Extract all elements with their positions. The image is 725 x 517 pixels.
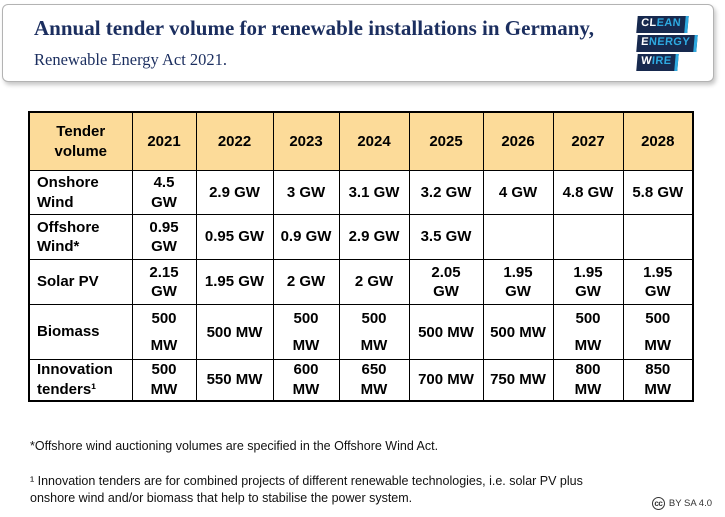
value-cell: 600 MW — [272, 359, 340, 401]
footnote-innovation: ¹ Innovation tenders are for combined pr… — [30, 473, 583, 505]
value-cell: 4.8 GW — [552, 170, 624, 215]
footnote-offshore: *Offshore wind auctioning volumes are sp… — [30, 439, 439, 454]
page-title: Annual tender volume for renewable insta… — [34, 14, 634, 74]
value-cell: 850 MW — [622, 359, 694, 401]
column-header-2021: 2021 — [131, 111, 197, 171]
value-cell: 650 MW — [338, 359, 410, 401]
value-cell: 700 MW — [408, 359, 484, 401]
value-cell: 2 GW — [338, 259, 410, 305]
column-header-2028: 2028 — [622, 111, 694, 171]
value-cell: 0.95 GW — [131, 214, 197, 260]
value-cell: 750 MW — [482, 359, 554, 401]
value-cell: 500 MW — [408, 304, 484, 360]
value-cell: 0.9 GW — [272, 214, 340, 260]
value-cell: 3 GW — [272, 170, 340, 215]
logo-text-accent: NERGY — [648, 35, 691, 48]
footnotes: *Offshore wind auctioning volumes are sp… — [30, 421, 680, 517]
table-row: Solar PV 2.15 GW 1.95 GW 2 GW 2 GW 2.05 GW 1.9… — [28, 259, 694, 305]
value-cell: 1.95 GW — [552, 259, 624, 305]
row-label: Onshore Wind — [28, 170, 133, 215]
value-cell: 2.9 GW — [195, 170, 274, 215]
value-cell: 2 GW — [272, 259, 340, 305]
value-cell: 2.05 GW — [408, 259, 484, 305]
logo-line-wire: WIRE — [636, 53, 680, 71]
value-cell: 4.5 GW — [131, 170, 197, 215]
creative-commons-icon: cc — [651, 497, 665, 510]
header-card: Annual tender volume for renewable insta… — [2, 4, 714, 82]
value-cell: 500 MW — [272, 304, 340, 360]
table-row: Biomass 500 MW 500 MW 500 MW 500 MW 500 MW 500… — [28, 304, 694, 360]
value-cell: 5.8 GW — [622, 170, 694, 215]
column-header-2025: 2025 — [408, 111, 484, 171]
value-cell: 500 MW — [338, 304, 410, 360]
title-subtitle: Renewable Energy Act 2021. — [34, 49, 228, 69]
value-cell: 3.2 GW — [408, 170, 484, 215]
value-cell: 800 MW — [552, 359, 624, 401]
logo-text-accent: EAN — [656, 17, 682, 29]
logo-text-accent: IRE — [651, 54, 673, 67]
value-cell: 500 MW — [552, 304, 624, 360]
table-row: Onshore Wind 4.5 GW 2.9 GW 3 GW 3.1 GW 3.2 GW… — [28, 170, 694, 215]
value-cell: 2.15 GW — [131, 259, 197, 305]
value-cell: 1.95 GW — [622, 259, 694, 305]
value-cell — [552, 214, 624, 260]
value-cell — [622, 214, 694, 260]
title-main: Annual tender volume for renewable insta… — [34, 16, 595, 40]
value-cell: 0.95 GW — [195, 214, 274, 260]
value-cell: 500 MW — [482, 304, 554, 360]
license-badge: cc BY SA 4.0 — [651, 497, 712, 510]
column-header-2027: 2027 — [552, 111, 624, 171]
row-label: Solar PV — [28, 259, 133, 305]
value-cell: 3.5 GW — [408, 214, 484, 260]
value-cell: 1.95 GW — [482, 259, 554, 305]
clean-energy-wire-logo: CLEAN ENERGY WIRE — [636, 16, 698, 71]
table-row: Innovation tenders¹ 500 MW 550 MW 600 MW 650… — [28, 359, 694, 401]
column-header-2022: 2022 — [195, 111, 274, 171]
row-label: Offshore Wind* — [28, 214, 133, 260]
value-cell: 2.9 GW — [338, 214, 410, 260]
value-cell: 4 GW — [482, 170, 554, 215]
column-header-2026: 2026 — [482, 111, 554, 171]
logo-line-energy: ENERGY — [636, 34, 698, 52]
license-label: BY SA 4.0 — [668, 498, 712, 509]
value-cell: 500 MW — [131, 304, 197, 360]
tender-volume-table: Tender volume 2021 2022 2023 2024 2025 2026 20… — [28, 111, 694, 402]
table-row: Offshore Wind* 0.95 GW 0.95 GW 0.9 GW 2.9 GW… — [28, 214, 694, 260]
row-label: Biomass — [28, 304, 133, 360]
value-cell: 500 MW — [195, 304, 274, 360]
corner-header: Tender volume — [28, 111, 133, 171]
column-header-2024: 2024 — [338, 111, 410, 171]
data-table: Tender volume 2021 2022 2023 2024 2025 2026 20… — [28, 111, 694, 402]
header-row: Tender volume 2021 2022 2023 2024 2025 2026 20… — [28, 111, 694, 171]
value-cell: 3.1 GW — [338, 170, 410, 215]
value-cell — [482, 214, 554, 260]
row-label: Innovation tenders¹ — [28, 359, 133, 401]
value-cell: 500 MW — [131, 359, 197, 401]
column-header-2023: 2023 — [272, 111, 340, 171]
value-cell: 1.95 GW — [195, 259, 274, 305]
value-cell: 500 MW — [622, 304, 694, 360]
logo-line-clean: CLEAN — [636, 16, 689, 33]
value-cell: 550 MW — [195, 359, 274, 401]
